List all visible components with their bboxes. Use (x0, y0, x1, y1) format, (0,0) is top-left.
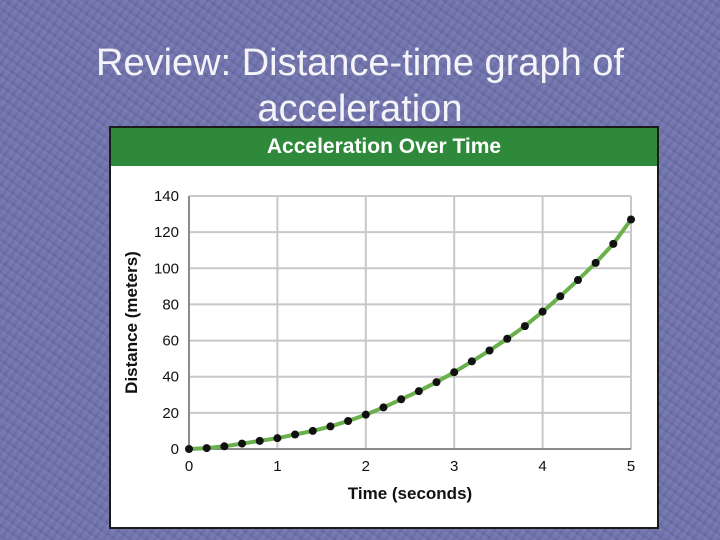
data-point (379, 403, 388, 412)
slide-title: Review: Distance-time graph of accelerat… (0, 40, 720, 132)
data-point (467, 357, 476, 366)
data-point (291, 430, 300, 439)
data-point (238, 439, 247, 448)
y-tick-label: 60 (162, 333, 179, 350)
chart-card: Acceleration Over Time 0 1 2 3 4 5 0 20 40 60 80 10… (109, 126, 659, 529)
y-tick-label: 80 (162, 296, 179, 313)
y-tick-label: 20 (162, 405, 179, 422)
data-point (538, 307, 547, 316)
data-point (397, 395, 406, 404)
y-tick-label: 0 (171, 441, 179, 458)
x-tick-label: 3 (450, 458, 458, 475)
y-tick-label: 140 (154, 188, 179, 205)
data-point (485, 346, 494, 355)
y-axis-label: Distance (meters) (122, 251, 141, 394)
y-tick-label: 120 (154, 224, 179, 241)
data-point (556, 292, 565, 301)
trend-curve (188, 218, 633, 451)
plot-frame (188, 196, 631, 450)
data-point (627, 215, 635, 224)
data-point (308, 426, 317, 435)
data-points (185, 215, 635, 453)
data-point (450, 368, 459, 377)
data-point (520, 322, 529, 331)
data-point (202, 444, 211, 453)
data-point (503, 334, 512, 343)
trend-line (188, 218, 633, 451)
data-point (414, 387, 423, 396)
x-tick-label: 0 (185, 458, 193, 475)
slide-title-line-1: Review: Distance-time graph of (96, 42, 624, 84)
data-point (573, 276, 582, 285)
slide-title-line-2: acceleration (257, 88, 463, 130)
data-point (185, 445, 193, 453)
y-tick-label: 100 (154, 260, 179, 277)
data-point (220, 442, 229, 451)
x-tick-label: 4 (538, 458, 546, 475)
tick-labels: 0 1 2 3 4 5 0 20 40 60 80 100 120 140 (154, 188, 635, 475)
data-point (344, 416, 353, 425)
y-tick-label: 40 (162, 369, 179, 386)
x-tick-label: 1 (273, 458, 281, 475)
grid-lines (188, 195, 632, 450)
data-point (609, 239, 618, 248)
x-axis-label: Time (seconds) (348, 484, 472, 503)
data-point (361, 410, 370, 419)
x-tick-label: 2 (362, 458, 370, 475)
data-point (273, 434, 282, 443)
x-tick-label: 5 (627, 458, 635, 475)
data-point (591, 258, 600, 267)
chart-title: Acceleration Over Time (111, 128, 657, 166)
data-point (326, 422, 335, 431)
data-point (432, 378, 441, 387)
data-point (255, 436, 264, 445)
